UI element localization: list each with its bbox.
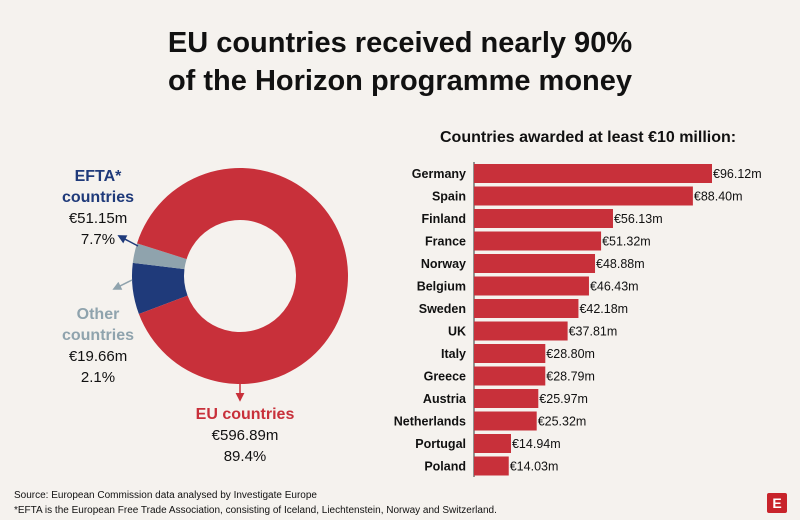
category-label: Finland	[422, 212, 466, 226]
other-name-1: Other	[76, 306, 120, 323]
other-leader-arrow	[112, 279, 133, 290]
donut-slice-other	[132, 243, 187, 270]
donut-slice-eu	[137, 168, 348, 384]
bar-sweden	[474, 299, 579, 318]
bar-chart-subtitle: Countries awarded at least €10 million:	[440, 129, 737, 146]
donut-slice-efta	[132, 262, 188, 314]
category-label: France	[425, 235, 466, 249]
category-label: Spain	[432, 190, 466, 204]
value-label: €25.97m	[539, 392, 588, 406]
bar-france	[474, 231, 602, 251]
bar-spain	[474, 186, 693, 206]
efta-share: 7.7%	[80, 231, 116, 248]
eu-label: EU countries €596.89m 89.4%	[180, 404, 310, 467]
bar-poland	[474, 456, 509, 476]
efta-label: EFTA* countries €51.15m 7.7%	[38, 166, 158, 250]
eu-name: EU countries	[195, 406, 295, 423]
category-label: Sweden	[419, 302, 466, 316]
chart-title: EU countries received nearly 90% of the …	[0, 24, 800, 100]
bar-greece	[474, 366, 546, 386]
title-line-1: EU countries received nearly 90%	[167, 27, 633, 59]
efta-amount: €51.15m	[68, 210, 128, 227]
value-label: €56.13m	[614, 212, 663, 226]
bar-germany	[474, 164, 712, 183]
value-label: €46.43m	[590, 280, 639, 294]
category-label: Italy	[441, 347, 466, 361]
other-amount: €19.66m	[68, 348, 128, 365]
source-note: Source: European Commission data analyse…	[14, 490, 317, 501]
efta-footnote: *EFTA is the European Free Trade Associa…	[14, 505, 497, 516]
category-label: Portugal	[415, 437, 466, 451]
eu-share: 89.4%	[223, 448, 267, 465]
category-label: Poland	[424, 460, 466, 474]
value-label: €25.32m	[538, 415, 587, 429]
bar-austria	[474, 389, 539, 408]
bar-finland	[474, 209, 613, 228]
bar-portugal	[474, 434, 511, 453]
value-label: €88.40m	[694, 190, 743, 204]
category-label: Germany	[412, 167, 466, 181]
value-label: €48.88m	[596, 257, 645, 271]
efta-leader-arrow	[117, 235, 139, 247]
category-label: Greece	[424, 370, 466, 384]
bar-uk	[474, 321, 568, 341]
other-name-2: countries	[61, 327, 134, 344]
efta-name-1: EFTA*	[74, 168, 122, 185]
bar-belgium	[474, 276, 589, 296]
other-share: 2.1%	[80, 369, 116, 386]
title-line-2: of the Horizon programme money	[167, 65, 633, 97]
category-label: UK	[448, 325, 466, 339]
value-label: €14.03m	[510, 460, 559, 474]
value-label: €37.81m	[569, 325, 618, 339]
value-label: €96.12m	[713, 167, 762, 181]
bar-netherlands	[474, 411, 537, 431]
value-label: €14.94m	[512, 437, 561, 451]
category-label: Netherlands	[394, 415, 466, 429]
brand-logo: E	[767, 493, 787, 513]
bar-norway	[474, 254, 596, 273]
value-label: €28.79m	[546, 370, 595, 384]
category-label: Norway	[421, 257, 466, 271]
category-label: Austria	[423, 392, 467, 406]
footer: Source: European Commission data analyse…	[14, 488, 497, 518]
value-label: €51.32m	[602, 235, 651, 249]
eu-amount: €596.89m	[211, 427, 279, 444]
efta-name-2: countries	[61, 189, 134, 206]
category-label: Belgium	[417, 280, 466, 294]
value-label: €28.80m	[546, 347, 595, 361]
value-label: €42.18m	[579, 302, 628, 316]
other-label: Other countries €19.66m 2.1%	[38, 304, 158, 388]
bar-italy	[474, 344, 546, 363]
